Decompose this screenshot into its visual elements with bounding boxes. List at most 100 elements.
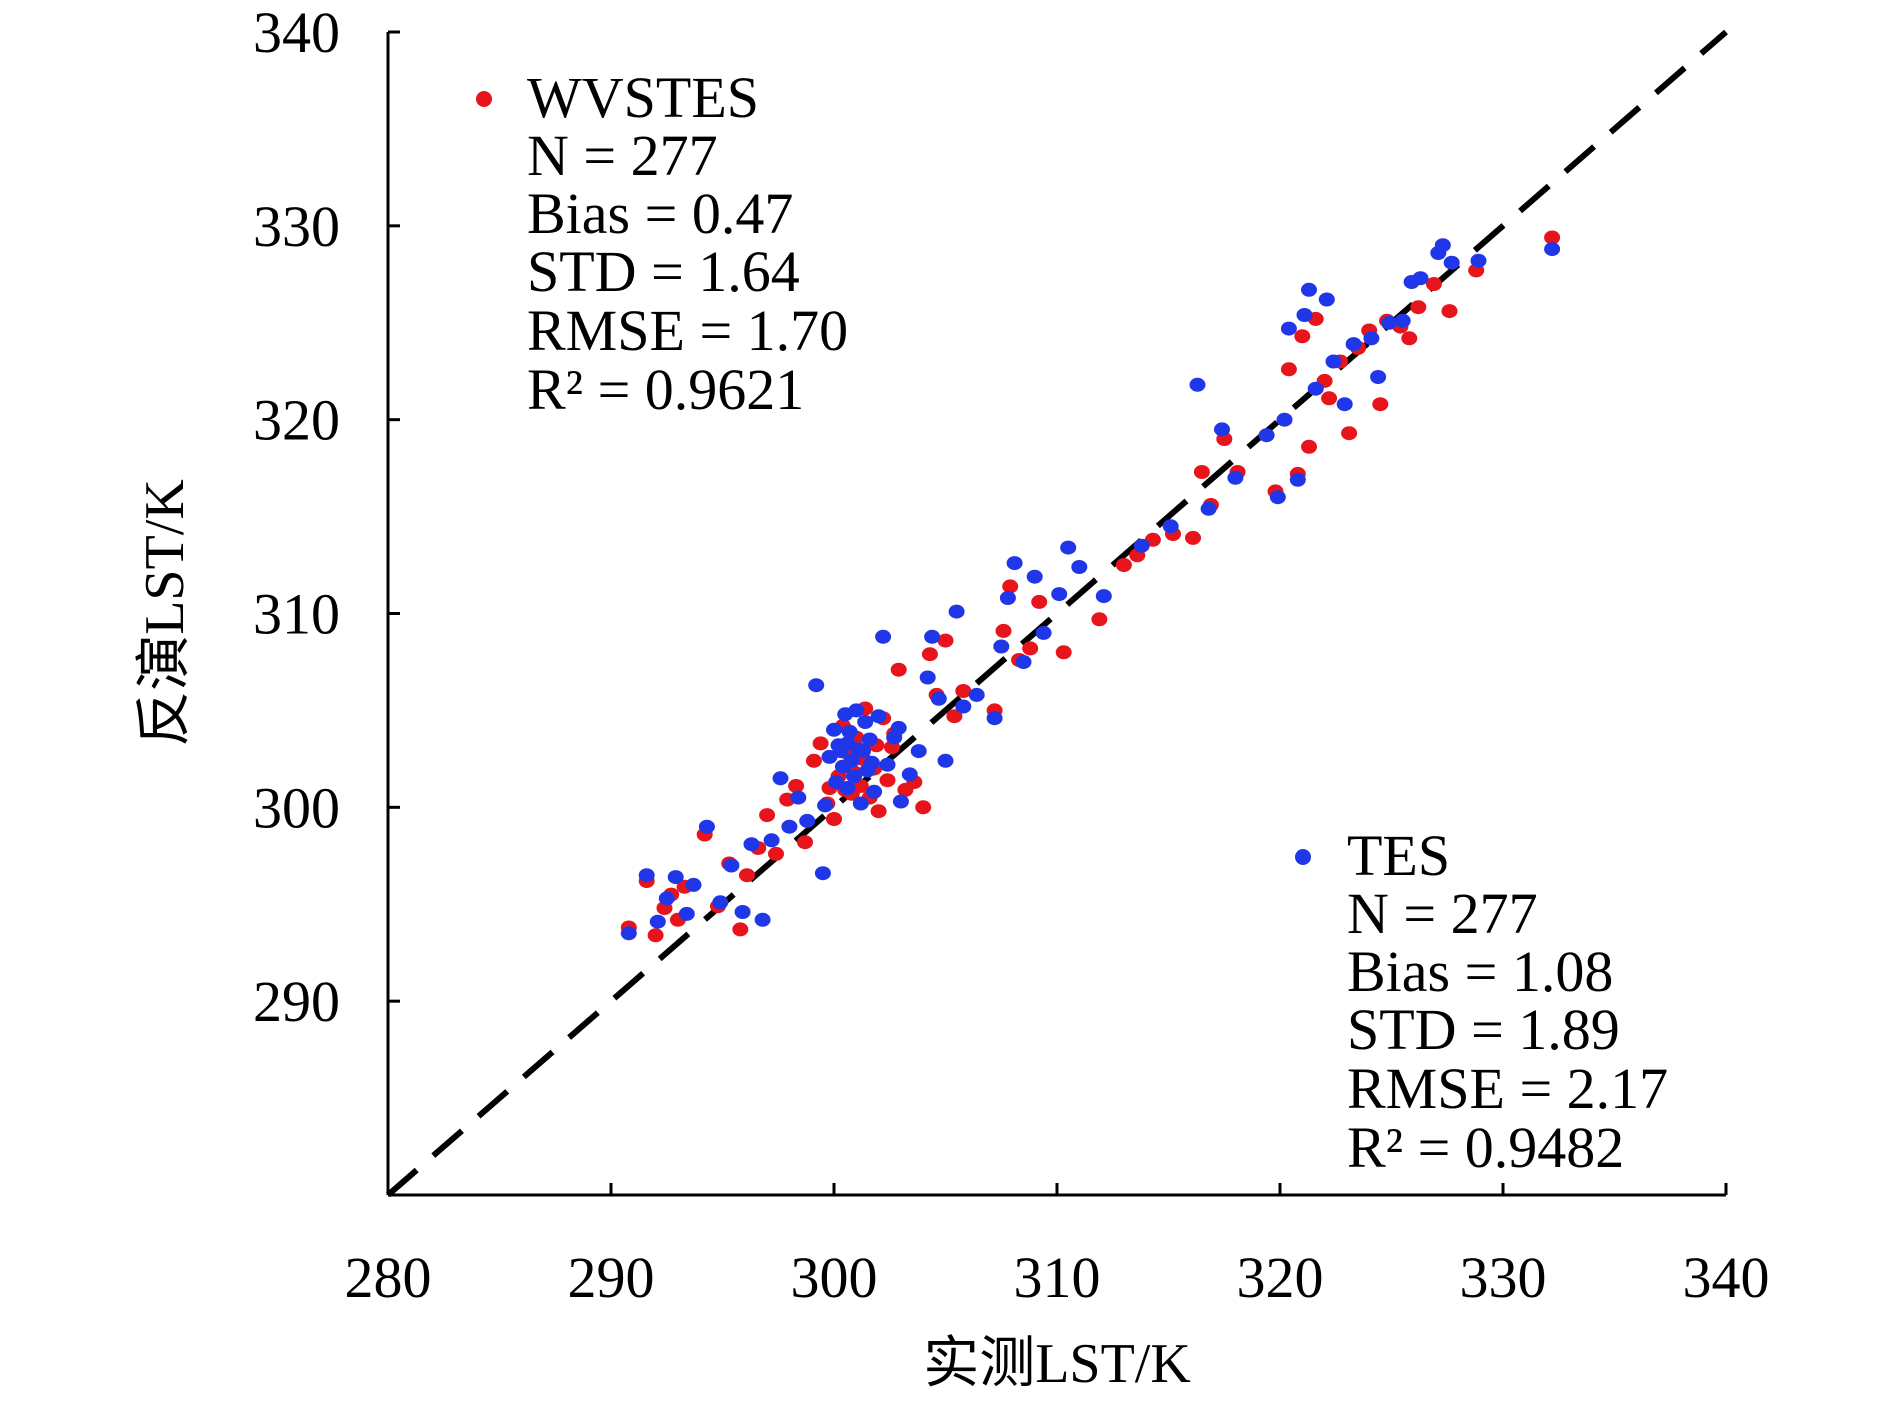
legend-tes: TES N = 277 Bias = 1.08 STD = 1.89 RMSE … [1295, 823, 1668, 1180]
point-tes-53 [999, 591, 1016, 605]
point-wvstes-45 [995, 623, 1012, 638]
legend-tes-std: STD = 1.89 [1347, 997, 1620, 1062]
legend-tes-n: N = 277 [1347, 881, 1538, 946]
point-tes-19 [814, 866, 831, 881]
point-wvstes-17 [797, 835, 813, 850]
y-tick-label-310: 310 [253, 582, 340, 647]
point-tes-77 [1325, 354, 1342, 369]
point-tes-67 [1227, 470, 1244, 485]
y-axis-label: 反演LST/K [134, 479, 196, 747]
point-tes-51 [986, 711, 1003, 726]
point-tes-83 [1394, 313, 1411, 328]
one-to-one-line [386, 29, 1728, 1198]
legend-tes-name: TES [1347, 823, 1450, 888]
point-wvstes-49 [1031, 594, 1048, 609]
y-tick-label-300: 300 [253, 775, 340, 840]
point-tes-35 [861, 732, 878, 747]
point-tes-1 [638, 868, 655, 883]
point-wvstes-21 [826, 812, 842, 826]
point-tes-66 [1214, 422, 1230, 437]
point-tes-8 [712, 895, 729, 910]
legend-wvstes-n: N = 277 [527, 123, 718, 188]
point-wvstes-11 [739, 868, 755, 883]
legend-wvstes-std: STD = 1.64 [527, 239, 800, 304]
point-wvstes-77 [1410, 300, 1427, 315]
point-tes-28 [846, 769, 863, 784]
point-tes-13 [763, 833, 780, 848]
point-tes-26 [841, 724, 858, 739]
y-tick-label-330: 330 [253, 194, 340, 259]
point-tes-62 [1133, 538, 1150, 553]
legend-wvstes-bias: Bias = 0.47 [527, 181, 793, 246]
point-tes-80 [1363, 331, 1380, 346]
point-tes-45 [924, 629, 941, 644]
point-tes-49 [955, 699, 972, 714]
point-tes-69 [1269, 490, 1286, 505]
point-wvstes-42 [946, 709, 963, 724]
point-wvstes-50 [1055, 645, 1072, 660]
point-wvstes-38 [915, 800, 932, 815]
legend-wvstes-name: WVSTES [527, 65, 759, 130]
point-tes-16 [790, 790, 807, 805]
point-tes-5 [678, 906, 695, 921]
point-tes-21 [826, 722, 842, 737]
point-tes-94 [817, 798, 834, 813]
point-wvstes-18 [805, 753, 822, 768]
point-tes-74 [1301, 282, 1317, 297]
point-wvstes-19 [812, 736, 829, 751]
point-tes-7 [698, 819, 715, 834]
point-tes-93 [828, 775, 845, 790]
point-tes-64 [1189, 377, 1206, 392]
point-tes-44 [919, 670, 936, 685]
x-tick-label-340: 340 [1683, 1245, 1770, 1310]
y-tick-label-340: 340 [253, 0, 340, 65]
point-tes-85 [1412, 271, 1429, 286]
point-wvstes-51 [1091, 612, 1108, 627]
series-tes [620, 238, 1561, 941]
point-tes-42 [901, 767, 918, 782]
point-tes-68 [1258, 428, 1275, 443]
point-tes-9 [723, 858, 740, 873]
point-tes-48 [948, 604, 965, 619]
point-tes-31 [852, 796, 869, 811]
point-wvstes-79 [1441, 304, 1458, 319]
legend-tes-rmse: RMSE = 2.17 [1347, 1056, 1668, 1121]
point-tes-18 [808, 678, 825, 693]
point-tes-54 [1006, 556, 1023, 571]
point-tes-38 [875, 629, 892, 644]
point-tes-10 [734, 905, 751, 919]
point-tes-15 [781, 819, 798, 834]
legend-wvstes-rmse: RMSE = 1.70 [527, 298, 848, 363]
point-tes-57 [1035, 625, 1052, 640]
legend-wvstes-r2: R² = 0.9621 [527, 357, 804, 422]
point-tes-50 [968, 687, 985, 702]
point-tes-52 [993, 639, 1010, 654]
point-wvstes-81 [1544, 230, 1561, 245]
point-tes-14 [772, 771, 789, 786]
point-wvstes-62 [1280, 362, 1297, 377]
point-tes-27 [843, 753, 860, 768]
point-tes-6 [685, 877, 702, 892]
point-tes-82 [1381, 315, 1398, 330]
point-tes-92 [863, 755, 880, 770]
legend-tes-marker [1295, 849, 1311, 865]
x-tick-label-320: 320 [1237, 1245, 1324, 1310]
point-tes-61 [1095, 589, 1112, 604]
point-tes-37 [870, 709, 887, 724]
point-wvstes-48 [1022, 641, 1039, 656]
ticks-layer: 280 290 300 310 320 330 340 290 300 310 320 330 340 [253, 0, 1770, 1310]
legend-tes-bias: Bias = 1.08 [1347, 939, 1613, 1004]
marks-layer [386, 29, 1728, 1198]
point-wvstes-43 [955, 684, 972, 698]
point-tes-60 [1071, 560, 1088, 574]
point-wvstes-65 [1301, 439, 1317, 454]
point-tes-63 [1162, 519, 1179, 534]
point-wvstes-41 [937, 633, 954, 648]
point-wvstes-31 [870, 804, 887, 819]
point-wvstes-78 [1425, 277, 1442, 291]
point-tes-12 [754, 912, 771, 927]
x-axis-label: 实测LST/K [923, 1333, 1191, 1395]
x-tick-label-330: 330 [1460, 1245, 1547, 1310]
point-tes-90 [1544, 242, 1561, 257]
point-tes-4 [667, 870, 684, 885]
